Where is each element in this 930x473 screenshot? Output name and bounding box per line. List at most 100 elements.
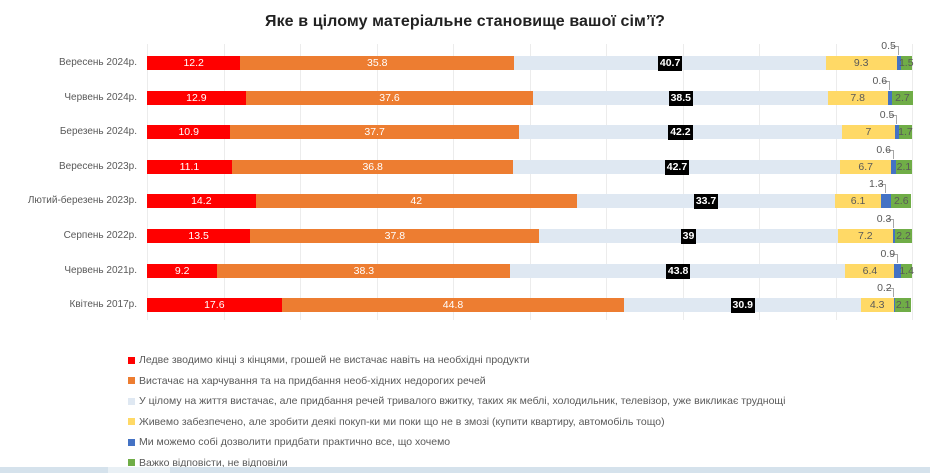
data-label: 30.9: [730, 298, 755, 313]
category-label: Червень 2021р.: [64, 265, 137, 276]
data-label: 14.2: [191, 195, 212, 207]
data-label: 6.7: [858, 161, 873, 173]
data-label: 38.3: [353, 265, 375, 277]
data-label: 37.8: [384, 230, 406, 242]
category-label: Серпень 2022р.: [63, 230, 137, 241]
legend-label: Вистачає на харчування та на придбання н…: [139, 374, 486, 387]
data-label: 0.6: [876, 144, 891, 156]
data-label: 4.3: [869, 299, 885, 311]
data-label: 7.8: [850, 92, 865, 104]
bar-segment: [230, 125, 519, 139]
bar-segment: [147, 125, 231, 139]
legend-item: Ледве зводимо кінці з кінцями, грошей не…: [128, 350, 785, 371]
data-label: 33.7: [693, 194, 719, 209]
legend-swatch: [128, 356, 135, 364]
gridline: [530, 44, 531, 320]
bar-segment: [240, 56, 515, 70]
bar-segment: [898, 125, 912, 139]
data-label: 0.9: [880, 248, 896, 260]
legend-item: Живемо забезпечено, але зробити деякі по…: [128, 412, 785, 433]
gridline: [683, 44, 684, 320]
bar-segment: [147, 298, 282, 312]
legend-swatch: [128, 377, 135, 385]
data-label: 7.2: [858, 230, 873, 242]
gridline: [606, 44, 607, 320]
data-label: 10.9: [178, 126, 199, 138]
bar-segment: [281, 298, 625, 312]
data-label: 38.5: [668, 91, 694, 106]
bar-segment: [255, 194, 577, 208]
bar-segment: [245, 91, 534, 105]
bar-segment: [895, 160, 912, 174]
bar-segment: [896, 56, 901, 70]
data-label: 0.6: [872, 75, 888, 87]
category-label: Вересень 2024р.: [58, 57, 137, 68]
data-label: 0.2: [877, 282, 892, 294]
data-label: 37.7: [364, 126, 385, 138]
bar-segment: [892, 229, 896, 243]
category-label: Лютий-березень 2023р.: [27, 195, 137, 206]
legend-item: Ми можемо собі дозволити придбати практи…: [128, 432, 785, 453]
gridline: [147, 44, 148, 320]
data-label: 37.6: [379, 92, 400, 104]
chart-title: Яке в цілому матеріальне становище вашої…: [264, 13, 666, 30]
data-label: 6.1: [850, 195, 866, 207]
data-label: 2.2: [896, 230, 911, 242]
bar-segment: [860, 298, 894, 312]
leader-line: [878, 184, 887, 193]
bar-segment: [887, 91, 893, 105]
data-label: 1.4: [899, 265, 914, 277]
gridline: [224, 44, 225, 320]
bar-segment: [891, 194, 912, 208]
bar-segment: [834, 194, 882, 208]
data-label: 0.3: [876, 213, 892, 225]
bar-segment: [217, 264, 511, 278]
data-label: 13.5: [188, 230, 209, 242]
bar-segment: [893, 298, 896, 312]
bar-segment: [881, 194, 892, 208]
data-label: 9.3: [853, 57, 869, 69]
data-label: 12.2: [183, 57, 204, 69]
bottom-band-highlight: [108, 467, 170, 473]
bar-segment: [147, 264, 218, 278]
bar-segment: [827, 91, 888, 105]
data-label: 42.2: [668, 125, 693, 140]
bar-segment: [894, 264, 902, 278]
data-label: 2.1: [895, 299, 911, 311]
bar-segment: [837, 229, 893, 243]
leader-line: [890, 46, 899, 55]
data-label: 2.7: [895, 92, 910, 104]
data-label: 9.2: [174, 265, 190, 277]
legend-label: Важко відповісти, не відповіли: [139, 456, 288, 469]
bar-segment: [895, 298, 912, 312]
data-label: 42: [410, 195, 423, 207]
data-label: 11.1: [179, 161, 200, 173]
bar-segment: [231, 160, 514, 174]
category-label: Вересень 2023р.: [58, 161, 137, 172]
legend-swatch: [128, 418, 135, 426]
legend-item: У цілому на життя вистачає, але придбанн…: [128, 391, 785, 412]
bar-segment: [147, 160, 232, 174]
leader-line: [889, 254, 898, 263]
data-label: 7: [865, 126, 872, 138]
data-label: 36.8: [362, 161, 383, 173]
data-label: 40.7: [657, 56, 683, 71]
legend-label: Ледве зводимо кінці з кінцями, грошей не…: [139, 354, 530, 367]
bar-segment: [895, 229, 912, 243]
legend-swatch: [128, 397, 135, 405]
bar-segment: [841, 125, 896, 139]
bar-segment: [250, 229, 540, 243]
bar-segment: [891, 160, 896, 174]
legend-item: Важко відповісти, не відповіли: [128, 453, 785, 473]
data-label: 2.6: [893, 195, 909, 207]
bar-segment: [900, 56, 912, 70]
bar-segment: [147, 229, 251, 243]
legend-swatch: [128, 459, 135, 467]
data-label: 6.4: [862, 265, 878, 277]
legend-item: Вистачає на харчування та на придбання н…: [128, 371, 785, 392]
data-label: 43.8: [665, 264, 691, 279]
data-label: 0.5: [881, 40, 896, 52]
data-label: 0.5: [879, 109, 895, 121]
gridline: [377, 44, 378, 320]
bar-segment: [147, 56, 241, 70]
